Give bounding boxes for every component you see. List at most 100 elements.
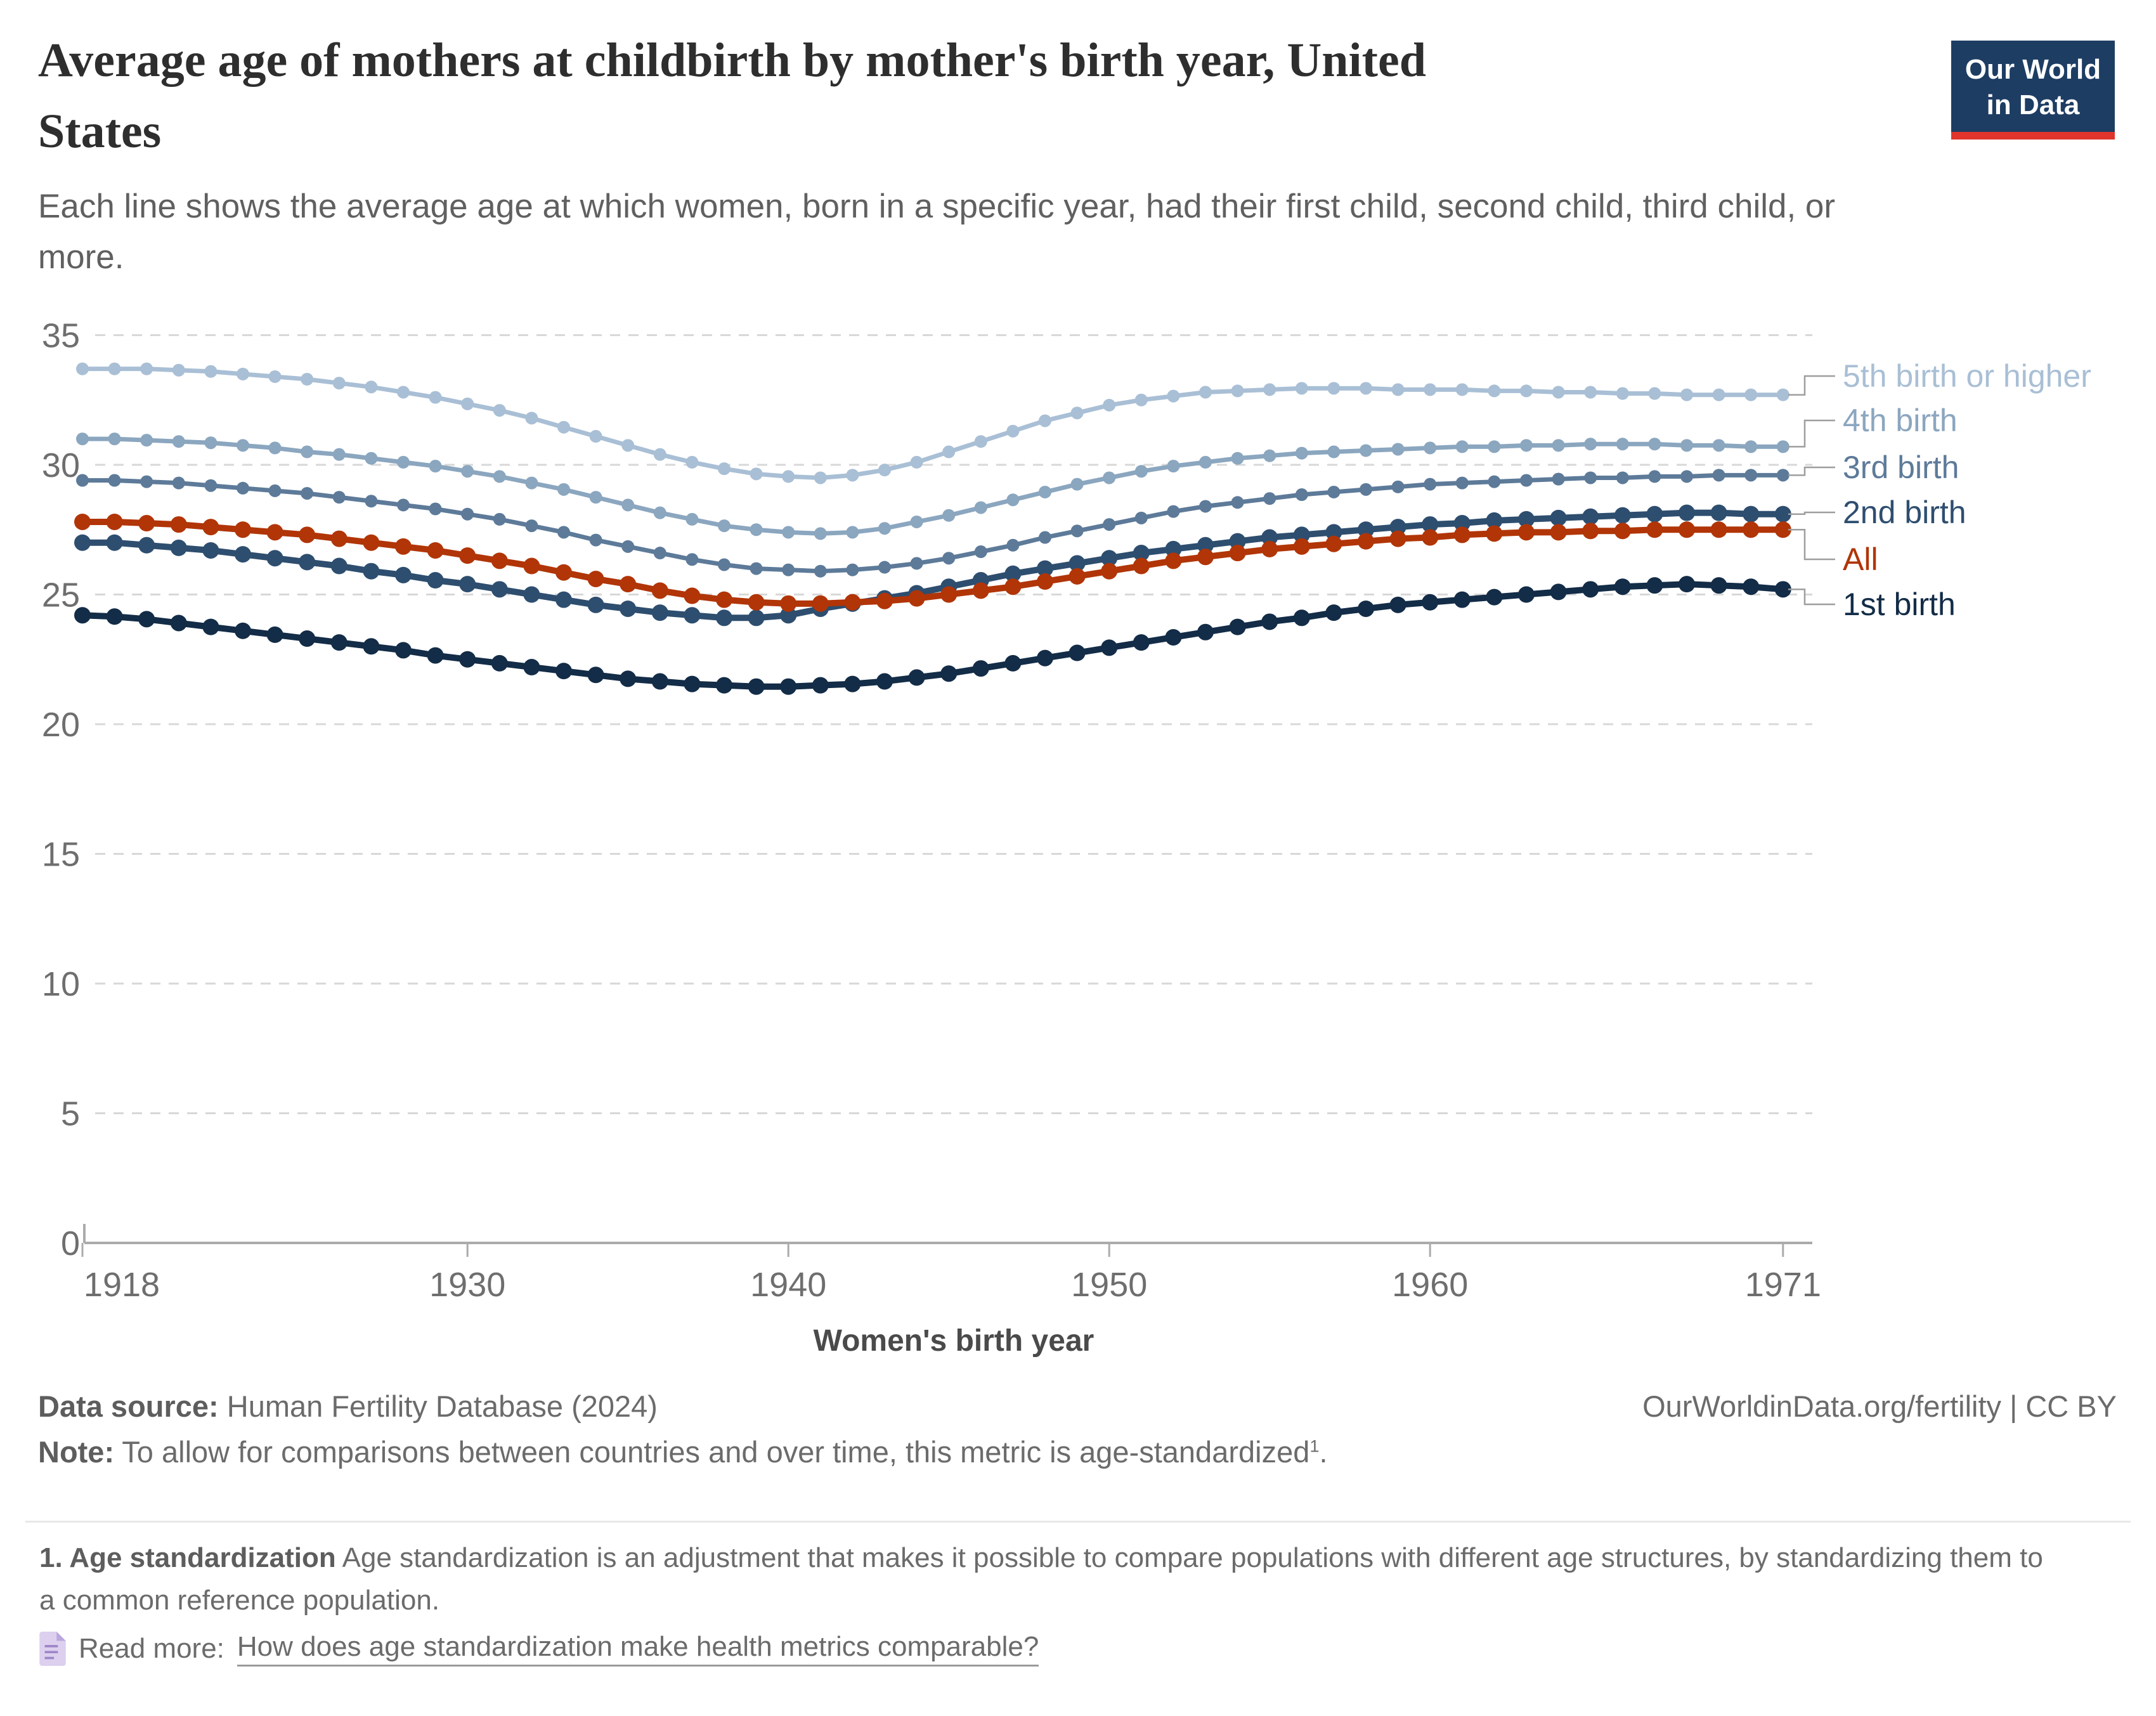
data-point[interactable] (1552, 386, 1565, 399)
data-point[interactable] (1167, 389, 1180, 403)
data-point[interactable] (846, 469, 859, 482)
data-point[interactable] (1101, 639, 1118, 656)
data-point[interactable] (1488, 475, 1501, 488)
data-point[interactable] (1037, 560, 1053, 577)
data-point[interactable] (814, 527, 827, 540)
data-point[interactable] (461, 397, 474, 410)
data-point[interactable] (1679, 576, 1695, 593)
data-point[interactable] (172, 363, 185, 377)
data-point[interactable] (1070, 478, 1084, 491)
data-point[interactable] (204, 479, 218, 492)
data-point[interactable] (782, 470, 795, 483)
legend-label-5th-birth-or-higher[interactable]: 5th birth or higher (1843, 358, 2091, 394)
data-point[interactable] (780, 678, 797, 695)
data-point[interactable] (1006, 424, 1020, 438)
data-point[interactable] (1680, 470, 1693, 483)
data-point[interactable] (908, 590, 925, 607)
data-point[interactable] (718, 519, 731, 533)
data-point[interactable] (684, 675, 701, 692)
data-point[interactable] (461, 507, 474, 521)
data-point[interactable] (491, 654, 508, 672)
data-point[interactable] (1584, 471, 1597, 484)
data-point[interactable] (202, 618, 219, 635)
data-point[interactable] (108, 362, 121, 375)
data-point[interactable] (1648, 387, 1661, 400)
data-point[interactable] (74, 534, 91, 551)
legend-label-4th-birth[interactable]: 4th birth (1843, 403, 1958, 438)
data-point[interactable] (1070, 406, 1084, 420)
data-point[interactable] (268, 441, 282, 455)
data-point[interactable] (1616, 438, 1629, 451)
data-point[interactable] (812, 595, 829, 612)
data-point[interactable] (237, 481, 249, 495)
attribution-link[interactable]: OurWorldinData.org/fertility | CC BY (1642, 1389, 2117, 1423)
data-point[interactable] (1616, 387, 1629, 400)
data-point[interactable] (461, 465, 474, 478)
data-point[interactable] (1199, 386, 1212, 399)
data-point[interactable] (1389, 530, 1406, 547)
data-point[interactable] (493, 470, 506, 483)
data-point[interactable] (684, 607, 701, 624)
data-point[interactable] (491, 552, 508, 569)
data-point[interactable] (1486, 512, 1503, 529)
data-point[interactable] (1197, 549, 1214, 566)
data-point[interactable] (1582, 523, 1599, 540)
data-point[interactable] (427, 542, 444, 559)
data-point[interactable] (1325, 524, 1342, 541)
data-point[interactable] (780, 595, 797, 612)
data-point[interactable] (301, 445, 314, 458)
data-point[interactable] (363, 534, 380, 551)
data-point[interactable] (138, 536, 155, 554)
data-point[interactable] (266, 524, 283, 541)
data-point[interactable] (750, 562, 763, 575)
data-point[interactable] (268, 370, 282, 383)
data-point[interactable] (1776, 388, 1789, 401)
data-point[interactable] (235, 622, 251, 639)
data-point[interactable] (1552, 472, 1565, 486)
data-point[interactable] (1103, 398, 1116, 412)
data-point[interactable] (1261, 540, 1278, 557)
data-point[interactable] (427, 647, 444, 664)
data-point[interactable] (587, 570, 604, 587)
data-point[interactable] (299, 526, 316, 543)
data-point[interactable] (299, 554, 316, 571)
data-point[interactable] (910, 455, 923, 469)
data-point[interactable] (718, 558, 731, 571)
data-point[interactable] (1360, 483, 1372, 496)
data-point[interactable] (1582, 508, 1599, 525)
data-point[interactable] (974, 435, 987, 448)
data-point[interactable] (878, 522, 891, 535)
data-point[interactable] (1518, 510, 1535, 528)
data-point[interactable] (1453, 591, 1471, 608)
data-point[interactable] (1134, 465, 1148, 478)
data-point[interactable] (1774, 581, 1791, 598)
data-point[interactable] (395, 642, 412, 659)
data-point[interactable] (748, 594, 765, 611)
data-point[interactable] (1325, 604, 1342, 621)
data-point[interactable] (74, 513, 91, 530)
data-point[interactable] (1295, 488, 1308, 502)
data-point[interactable] (1520, 439, 1533, 452)
data-point[interactable] (718, 462, 731, 476)
data-point[interactable] (1197, 536, 1214, 554)
data-point[interactable] (1070, 524, 1084, 538)
data-point[interactable] (493, 512, 506, 526)
data-point[interactable] (1488, 440, 1501, 453)
data-point[interactable] (266, 550, 283, 567)
data-point[interactable] (140, 434, 153, 447)
data-point[interactable] (1037, 649, 1053, 666)
data-point[interactable] (266, 626, 283, 643)
data-point[interactable] (76, 474, 89, 487)
data-point[interactable] (1165, 552, 1182, 569)
data-point[interactable] (942, 552, 956, 565)
data-point[interactable] (1263, 492, 1276, 505)
data-point[interactable] (397, 455, 410, 469)
data-point[interactable] (782, 563, 795, 576)
data-point[interactable] (1327, 382, 1341, 395)
data-point[interactable] (587, 666, 604, 684)
owid-logo[interactable]: Our World in Data (1951, 41, 2115, 140)
data-point[interactable] (1229, 533, 1246, 550)
data-point[interactable] (202, 542, 219, 559)
data-point[interactable] (1774, 521, 1791, 538)
data-point[interactable] (1712, 439, 1725, 452)
